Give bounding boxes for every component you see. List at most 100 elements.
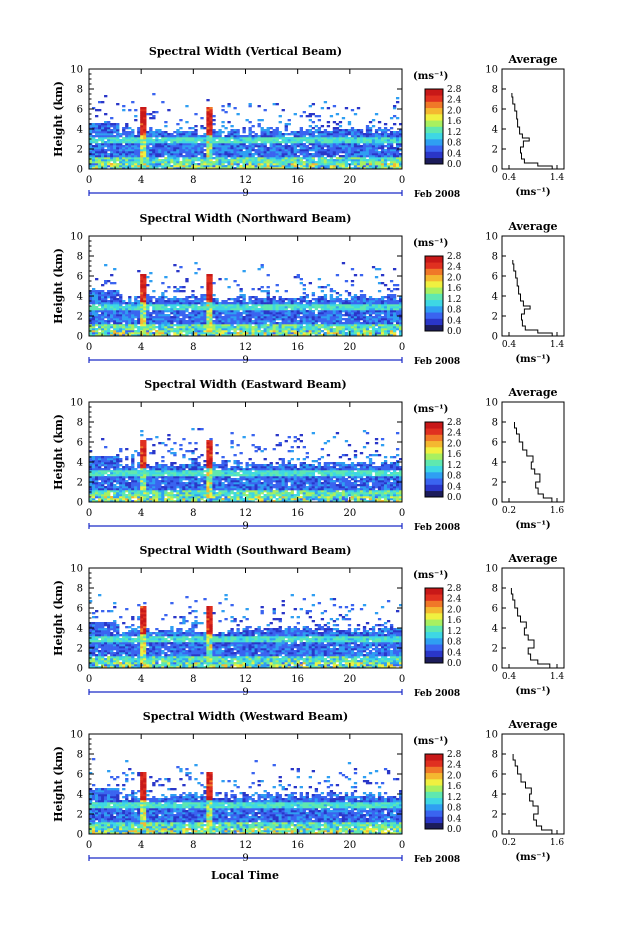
heatmap-cell — [278, 314, 282, 317]
heatmap-cell — [149, 296, 153, 299]
heatmap-cell — [191, 296, 195, 299]
heatmap-cell — [89, 480, 93, 483]
heatmap-cell — [107, 500, 111, 502]
heatmap-cell — [218, 129, 222, 132]
heatmap-cell — [161, 326, 165, 329]
heatmap-cell — [101, 300, 105, 303]
heatmap-cell — [344, 326, 349, 329]
heatmap-cell — [392, 159, 397, 162]
heatmap-cell — [302, 326, 306, 329]
average-x-label: (ms⁻¹) — [515, 187, 550, 198]
heatmap-cell — [137, 145, 141, 148]
heatmap-cell — [173, 302, 177, 305]
heatmap-cell — [248, 139, 252, 142]
heatmap-cell — [326, 161, 331, 164]
heatmap-cell — [236, 167, 240, 169]
heatmap-cell — [254, 145, 258, 148]
heatmap-cell — [95, 143, 99, 146]
heatmap-cell — [281, 155, 285, 158]
colorbar-segment — [425, 274, 443, 282]
heatmap-cell — [185, 149, 189, 152]
heatmap-cell — [158, 159, 162, 162]
heatmap-cell — [347, 153, 352, 156]
heatmap-cell — [311, 155, 316, 158]
heatmap-cell — [311, 328, 316, 331]
heatmap-cell — [209, 121, 213, 124]
heatmap-cell — [200, 308, 204, 311]
heatmap-cell — [113, 472, 117, 475]
heatmap-cell — [101, 306, 105, 309]
heatmap-cell — [323, 101, 328, 104]
heatmap-cell — [104, 149, 108, 152]
heatmap-cell — [116, 324, 120, 327]
heatmap-cell — [362, 320, 367, 323]
heatmap-cell — [380, 133, 385, 136]
heatmap-cell — [386, 165, 391, 168]
heatmap-cell — [356, 318, 361, 321]
heatmap-cell — [188, 127, 192, 130]
heatmap-cell — [230, 155, 234, 158]
heatmap-cell — [356, 163, 361, 166]
heatmap-cell — [299, 151, 303, 154]
heatmap-cell — [164, 121, 168, 124]
heatmap-cell — [290, 298, 294, 301]
heatmap-cell — [173, 151, 177, 154]
heatmap-cell — [152, 332, 156, 335]
heatmap-cell — [143, 133, 147, 136]
heatmap-cell — [329, 302, 334, 305]
heatmap-cell — [386, 157, 391, 160]
heatmap-cell — [383, 159, 388, 162]
heatmap-cell — [143, 324, 147, 327]
heatmap-cell — [170, 139, 174, 142]
heatmap-cell — [356, 155, 361, 158]
heatmap-cell — [347, 308, 352, 311]
heatmap-cell — [251, 304, 255, 307]
heatmap-cell — [101, 328, 105, 331]
heatmap-cell — [299, 328, 303, 331]
heatmap-cell — [281, 302, 285, 305]
heatmap-cell — [383, 165, 388, 168]
heatmap-cell — [350, 149, 355, 152]
heatmap-cell — [302, 304, 306, 307]
heatmap-cell — [101, 480, 105, 483]
heatmap-cell — [158, 129, 162, 132]
heatmap-cell — [350, 135, 355, 138]
heatmap-cell — [122, 478, 126, 481]
heatmap-cell — [113, 316, 117, 319]
heatmap-cell — [251, 137, 255, 140]
heatmap-cell — [260, 322, 264, 325]
heatmap-cell — [263, 326, 267, 329]
heatmap-cell — [155, 326, 159, 329]
heatmap-cell — [359, 131, 364, 134]
heatmap-cell — [368, 320, 373, 323]
heatmap-cell — [92, 464, 96, 467]
heatmap-cell — [101, 490, 105, 493]
heatmap-cell — [257, 165, 261, 168]
heatmap-cell — [356, 322, 361, 325]
heatmap-cell — [203, 310, 207, 313]
heatmap-cell — [356, 137, 361, 140]
heatmap-cell — [281, 330, 285, 333]
heatmap-cell — [131, 330, 135, 333]
heatmap-cell — [302, 306, 306, 309]
heatmap-cell — [323, 135, 328, 138]
heatmap-cell — [257, 145, 261, 148]
heatmap-cell — [392, 300, 397, 303]
heatmap-cell — [212, 304, 216, 307]
heatmap-cell — [302, 310, 306, 313]
heatmap-cell — [293, 139, 297, 142]
heatmap-cell — [359, 306, 364, 309]
heatmap-cell — [191, 161, 195, 164]
heatmap-cell — [170, 145, 174, 148]
heatmap-cell — [251, 322, 255, 325]
heatmap-cell — [95, 496, 99, 499]
heatmap-cell — [128, 488, 132, 491]
colorbar-frame — [424, 88, 444, 165]
heatmap-cell — [296, 131, 300, 134]
heatmap-cell — [281, 159, 285, 162]
heatmap-cell — [113, 131, 117, 134]
heatmap-cell — [122, 492, 126, 495]
heatmap-cell — [281, 332, 285, 335]
heatmap-cell — [110, 147, 114, 150]
heatmap-cell — [191, 147, 195, 150]
